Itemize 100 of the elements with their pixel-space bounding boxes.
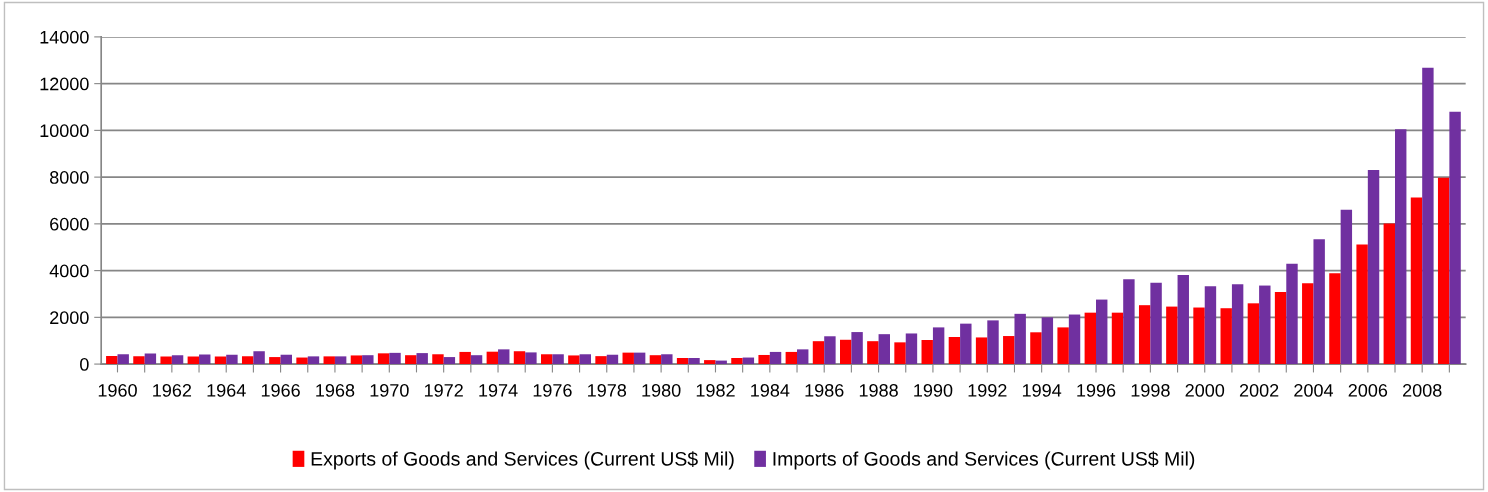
bar <box>595 356 607 365</box>
y-tick-label: 4000 <box>49 264 89 278</box>
legend-label: Imports of Goods and Services (Current US$ Mil) <box>773 451 1195 470</box>
bar <box>486 351 499 365</box>
bar <box>905 333 918 365</box>
x-tick-label: 1962 <box>153 384 192 397</box>
bar <box>921 340 933 365</box>
bar <box>1057 327 1069 365</box>
bar <box>1286 263 1298 365</box>
bar <box>525 352 537 365</box>
bar <box>769 351 782 365</box>
bar <box>758 354 770 365</box>
bar <box>704 360 716 365</box>
bar <box>432 354 444 365</box>
y-tick-label: 6000 <box>50 217 89 231</box>
bar <box>633 352 646 365</box>
bar <box>987 320 999 365</box>
x-tick-label: 1992 <box>968 384 1007 397</box>
bar <box>1111 312 1124 365</box>
bar <box>948 336 961 365</box>
x-tick-label: 1996 <box>1077 384 1116 397</box>
y-tick-label: 8000 <box>50 171 89 184</box>
bar <box>1302 283 1314 365</box>
bar <box>579 354 591 365</box>
bar <box>824 336 836 365</box>
bar <box>1449 111 1461 365</box>
bar <box>269 357 281 365</box>
bar <box>1437 177 1450 365</box>
bar <box>1084 312 1097 365</box>
x-tick-label: 1988 <box>859 384 898 397</box>
bar <box>241 356 254 365</box>
bar <box>1356 244 1368 365</box>
bar <box>443 357 456 365</box>
bar <box>377 353 390 365</box>
bar <box>568 355 580 365</box>
bar <box>867 341 879 365</box>
bar <box>459 351 471 365</box>
y-tick-label: 0 <box>80 358 89 371</box>
bar <box>1247 303 1260 365</box>
x-tick-label: 1982 <box>696 384 735 397</box>
x-tick-label: 2006 <box>1348 384 1388 397</box>
y-tick-label: 14000 <box>40 30 89 44</box>
bar <box>1123 279 1135 365</box>
bar <box>253 351 265 365</box>
bar <box>416 353 428 365</box>
bar <box>106 355 118 365</box>
bar <box>975 337 988 365</box>
bar <box>280 354 292 365</box>
x-tick-label: 1980 <box>642 384 681 397</box>
bar <box>715 360 727 365</box>
bar <box>171 355 184 365</box>
bar <box>117 354 129 365</box>
bar <box>389 352 401 365</box>
bar <box>1138 305 1151 365</box>
bar <box>513 351 526 365</box>
bar <box>307 356 320 365</box>
bar <box>296 357 308 365</box>
bar <box>199 354 211 365</box>
y-tick-label: 2000 <box>50 311 89 325</box>
bar <box>1367 170 1380 365</box>
bar <box>1395 129 1407 365</box>
bar <box>839 339 852 365</box>
bar <box>1383 223 1396 365</box>
bar <box>350 355 363 365</box>
bar <box>144 353 157 365</box>
x-tick-label: 1976 <box>533 384 572 397</box>
bar <box>606 354 619 365</box>
bar <box>960 323 972 365</box>
x-tick-label: 2000 <box>1185 384 1225 397</box>
bar <box>688 358 700 365</box>
x-tick-label: 1984 <box>751 384 790 397</box>
bar <box>731 358 743 365</box>
bar <box>214 356 227 365</box>
bar <box>1096 299 1108 365</box>
bar <box>1003 336 1015 365</box>
x-tick-label: 1968 <box>316 384 355 397</box>
bar <box>1274 292 1287 365</box>
bar <box>323 356 335 365</box>
y-tick-label: 10000 <box>40 124 89 138</box>
bar <box>797 349 809 365</box>
bar <box>1259 285 1271 365</box>
bar <box>498 349 510 365</box>
x-tick-label: 1964 <box>207 384 246 397</box>
bar <box>932 327 945 365</box>
x-tick-label: 2002 <box>1239 384 1279 397</box>
bar <box>1014 313 1026 365</box>
bar <box>1177 275 1189 365</box>
bar <box>470 355 483 365</box>
x-tick-label: 2004 <box>1294 384 1334 397</box>
bar <box>1030 332 1042 365</box>
y-tick-label: 12000 <box>40 77 89 91</box>
bar <box>552 354 564 365</box>
bar <box>894 342 906 365</box>
bar <box>1231 284 1244 365</box>
bar <box>1166 306 1178 365</box>
bar <box>334 356 347 365</box>
bar <box>226 354 238 365</box>
bar <box>1313 239 1325 365</box>
x-tick-label: 2008 <box>1403 384 1442 397</box>
bar <box>405 355 417 365</box>
